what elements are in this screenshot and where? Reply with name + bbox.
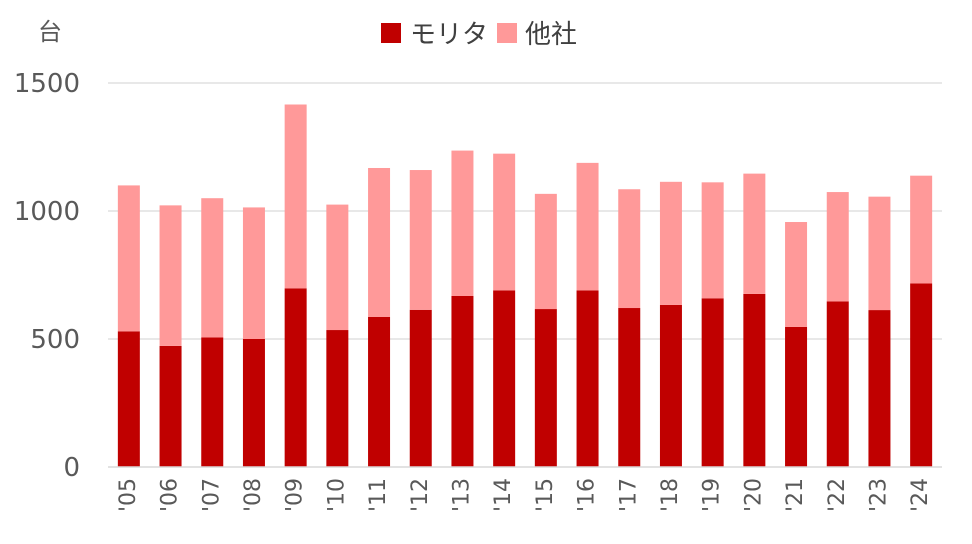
x-tick-label: '23 <box>866 478 891 512</box>
bar-others <box>242 207 265 339</box>
x-tick-label: '16 <box>575 478 600 512</box>
x-tick-label: '18 <box>658 478 683 512</box>
bar-morita <box>659 304 682 467</box>
bar-morita <box>785 326 808 467</box>
y-axis-ticks: 0 500 1000 1500 <box>14 69 80 483</box>
y-tick-label: 0 <box>63 453 80 483</box>
x-tick-label: '17 <box>616 478 641 512</box>
y-unit-label: 台 <box>38 18 62 46</box>
bar-morita <box>743 293 766 467</box>
x-tick-label: '08 <box>241 478 266 512</box>
bar-others <box>659 181 682 305</box>
bar-morita <box>284 288 307 467</box>
bar-morita <box>701 298 724 467</box>
x-tick-label: '11 <box>366 478 391 512</box>
bar-morita <box>868 310 891 467</box>
x-tick-label: '22 <box>825 478 850 512</box>
bar-others <box>159 205 182 346</box>
x-tick-label: '20 <box>741 478 766 512</box>
x-tick-label: '14 <box>491 478 516 512</box>
bars <box>117 104 933 467</box>
bar-others <box>576 162 599 291</box>
x-tick-label: '15 <box>533 478 558 512</box>
bar-others <box>451 150 474 296</box>
x-tick-label: '24 <box>908 478 933 512</box>
y-tick-label: 1500 <box>14 69 80 99</box>
bar-others <box>368 167 391 317</box>
bar-morita <box>242 339 265 467</box>
bar-others <box>201 198 224 338</box>
bar-morita <box>576 290 599 467</box>
bar-others <box>785 222 808 327</box>
y-tick-label: 1000 <box>14 197 80 227</box>
x-axis-ticks: '05 '06 '07 '08 '09 '10 '11 '12 '13 '14 '15 '16 '17 '… <box>116 478 933 512</box>
bar-morita <box>826 301 849 467</box>
bar-others <box>409 170 432 310</box>
bar-others <box>743 173 766 294</box>
x-tick-label: '21 <box>783 478 808 512</box>
bar-morita <box>451 295 474 467</box>
bar-morita <box>910 283 933 467</box>
legend-label: 他社 <box>525 20 577 50</box>
bar-morita <box>159 345 182 467</box>
bar-others <box>826 192 849 302</box>
x-tick-label: '12 <box>408 478 433 512</box>
bar-others <box>534 193 557 310</box>
x-tick-label: '10 <box>324 478 349 512</box>
bar-morita <box>493 290 516 467</box>
gridlines <box>108 82 942 340</box>
bar-morita <box>534 309 557 467</box>
bar-others <box>910 175 933 284</box>
bar-morita <box>618 308 641 467</box>
legend-swatch <box>381 23 401 43</box>
x-tick-label: '09 <box>283 478 308 512</box>
bar-others <box>618 189 641 309</box>
bar-others <box>701 182 724 299</box>
bar-morita <box>409 309 432 467</box>
x-tick-label: '05 <box>116 478 141 512</box>
bar-morita <box>368 316 391 467</box>
legend: モリタ 他社 <box>381 20 577 50</box>
legend-swatch <box>497 23 517 43</box>
bar-others <box>868 196 891 311</box>
bar-morita <box>117 331 140 467</box>
bar-morita <box>201 337 224 467</box>
y-tick-label: 500 <box>30 325 80 355</box>
legend-label: モリタ <box>410 20 488 50</box>
x-tick-label: '07 <box>199 478 224 512</box>
bar-others <box>493 153 516 291</box>
bar-morita <box>326 330 349 467</box>
bar-others <box>326 204 349 331</box>
bar-others <box>284 104 307 289</box>
x-tick-label: '06 <box>158 478 183 512</box>
x-tick-label: '13 <box>449 478 474 512</box>
x-tick-label: '19 <box>700 478 725 512</box>
bar-others <box>117 185 140 332</box>
